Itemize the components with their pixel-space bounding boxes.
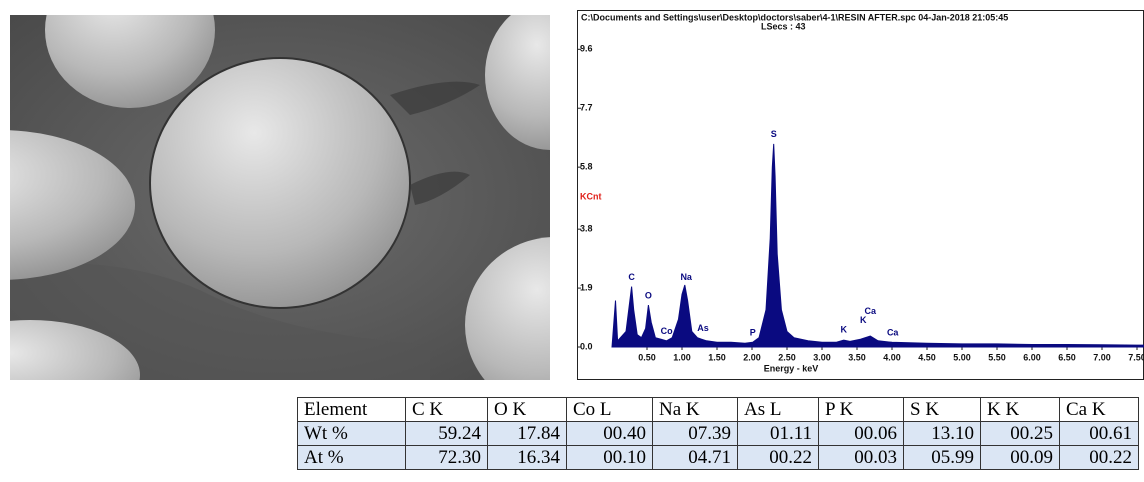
x-axis-label: Energy - keV — [764, 363, 819, 373]
y-axis-label: KCnt — [580, 191, 602, 201]
y-tick-label: 5.8 — [580, 162, 593, 172]
table-cell: As L — [737, 397, 819, 422]
x-tick-label: 3.50 — [848, 352, 866, 362]
table-row: At % 72.30 16.34 00.10 04.71 00.22 00.03 05.99 0… — [297, 445, 1139, 470]
table-cell: 00.06 — [818, 421, 904, 446]
table-cell: 00.09 — [980, 445, 1060, 470]
table-cell: 05.99 — [903, 445, 981, 470]
table-cell: 59.24 — [405, 421, 488, 446]
table-cell: Wt % — [297, 421, 406, 446]
peak-label: P — [750, 328, 756, 338]
x-tick-label: 5.00 — [953, 352, 971, 362]
table-cell: 72.30 — [405, 445, 488, 470]
x-tick-label: 7.50 — [1128, 352, 1144, 362]
table-cell: K K — [980, 397, 1060, 422]
table-cell: 00.40 — [566, 421, 653, 446]
table-cell: 17.84 — [487, 421, 567, 446]
table-cell: 00.22 — [1059, 445, 1139, 470]
table-cell: 00.10 — [566, 445, 653, 470]
peak-label: Ca — [865, 306, 877, 316]
chart-frame — [577, 10, 1144, 380]
table-cell: Ca K — [1059, 397, 1139, 422]
table-cell: 00.61 — [1059, 421, 1139, 446]
peak-label: Co — [661, 326, 673, 336]
peak-label: Ca — [887, 328, 899, 338]
table-cell: 01.11 — [737, 421, 819, 446]
table-cell: S K — [903, 397, 981, 422]
x-tick-label: 5.50 — [988, 352, 1006, 362]
table-cell: 00.22 — [737, 445, 819, 470]
table-cell: Co L — [566, 397, 653, 422]
peak-label: O — [645, 290, 652, 300]
peak-label: K — [840, 325, 847, 335]
y-tick-label: 0.0 — [580, 341, 593, 351]
x-tick-label: 1.00 — [673, 352, 691, 362]
x-tick-label: 6.50 — [1058, 352, 1076, 362]
x-tick-label: 0.50 — [638, 352, 656, 362]
peak-label: Na — [680, 272, 692, 282]
table-cell: O K — [487, 397, 567, 422]
table-cell: At % — [297, 445, 406, 470]
x-tick-label: 1.50 — [708, 352, 726, 362]
y-tick-label: 3.8 — [580, 224, 593, 234]
table-cell: 04.71 — [652, 445, 738, 470]
peak-label: C — [628, 272, 635, 282]
table-row: Wt % 59.24 17.84 00.40 07.39 01.11 00.06 13.10 0… — [297, 421, 1139, 446]
peak-label: K — [860, 315, 867, 325]
y-tick-label: 7.7 — [580, 103, 593, 113]
y-tick-label: 1.9 — [580, 282, 593, 292]
chart-subtitle: LSecs : 43 — [761, 21, 806, 31]
table-cell: Na K — [652, 397, 738, 422]
table-cell: 13.10 — [903, 421, 981, 446]
x-tick-label: 2.00 — [743, 352, 761, 362]
x-tick-label: 4.00 — [883, 352, 901, 362]
table-cell: 00.25 — [980, 421, 1060, 446]
table-cell: Element — [297, 397, 406, 422]
x-tick-label: 4.50 — [918, 352, 936, 362]
chart-title: C:\Documents and Settings\user\Desktop\d… — [581, 12, 1008, 22]
x-tick-label: 7.00 — [1093, 352, 1111, 362]
peak-label: As — [697, 323, 709, 333]
table-cell: 07.39 — [652, 421, 738, 446]
spectrum — [611, 143, 1144, 348]
x-tick-label: 3.00 — [813, 352, 831, 362]
table-cell: C K — [405, 397, 488, 422]
table-cell: 16.34 — [487, 445, 567, 470]
x-tick-label: 6.00 — [1023, 352, 1041, 362]
table-cell: P K — [818, 397, 904, 422]
spectrum-chart: C:\Documents and Settings\user\Desktop\d… — [577, 10, 1144, 380]
x-tick-label: 2.50 — [778, 352, 796, 362]
table-cell: 00.03 — [818, 445, 904, 470]
y-tick-label: 9.6 — [580, 44, 593, 54]
peak-label: S — [771, 129, 777, 139]
sem-image — [10, 15, 550, 380]
